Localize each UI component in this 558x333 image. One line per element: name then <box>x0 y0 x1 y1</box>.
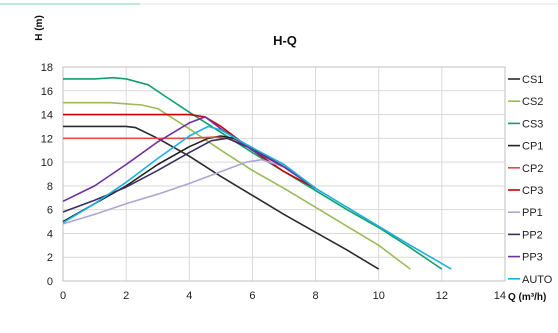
y-tick-label: 14 <box>41 110 53 122</box>
x-tick-label: 12 <box>436 290 448 302</box>
x-tick-label: 14 <box>494 290 506 302</box>
grid <box>62 66 506 282</box>
plot-frame <box>62 66 506 282</box>
x-tick-label: 8 <box>313 290 319 302</box>
legend: CS1 CS2 CS3 CP1 CP2 CP3 PP1 PP2 PP3 AUTO <box>508 74 553 286</box>
x-tick-label: 4 <box>186 290 192 302</box>
legend-label: CP3 <box>522 185 543 197</box>
y-axis-label: H (m) <box>34 15 45 41</box>
y-tick-label: 12 <box>41 133 53 145</box>
x-axis-label: Q (m³/h) <box>508 292 546 303</box>
x-tick-label: 0 <box>60 290 66 302</box>
series-line-auto <box>62 125 452 270</box>
y-tick-label: 2 <box>47 252 53 264</box>
x-tick-labels: 0 2 4 6 8 10 12 14 <box>60 290 506 302</box>
y-tick-label: 0 <box>47 276 53 288</box>
series-line-pp3 <box>62 116 317 203</box>
legend-label: CS2 <box>522 96 543 108</box>
y-tick-label: 16 <box>41 86 53 98</box>
series-line-cs1 <box>63 125 380 270</box>
y-tick-labels: 0 2 4 6 8 10 12 14 16 18 <box>41 62 53 288</box>
series-line-cs3 <box>63 76 443 270</box>
legend-label: CS1 <box>522 74 543 86</box>
x-tick-label: 2 <box>123 290 129 302</box>
legend-label: PP3 <box>522 252 543 264</box>
legend-label: AUTO <box>522 274 553 286</box>
y-tick-label: 10 <box>41 157 53 169</box>
legend-label: CP1 <box>522 141 543 153</box>
legend-label: PP2 <box>522 229 543 241</box>
x-tick-label: 6 <box>249 290 255 302</box>
legend-label: CS3 <box>522 118 543 130</box>
y-tick-label: 8 <box>47 181 53 193</box>
y-tick-label: 4 <box>47 228 53 240</box>
legend-label: PP1 <box>522 207 543 219</box>
chart-title: H-Q <box>273 33 297 48</box>
x-tick-label: 10 <box>373 290 385 302</box>
series-line-pp1 <box>62 158 317 225</box>
series-lines <box>62 76 452 270</box>
legend-label: CP2 <box>522 163 543 175</box>
series-line-cp3 <box>63 113 316 190</box>
y-tick-label: 18 <box>41 62 53 74</box>
series-line-cs2 <box>63 101 411 270</box>
y-tick-label: 6 <box>47 205 53 217</box>
